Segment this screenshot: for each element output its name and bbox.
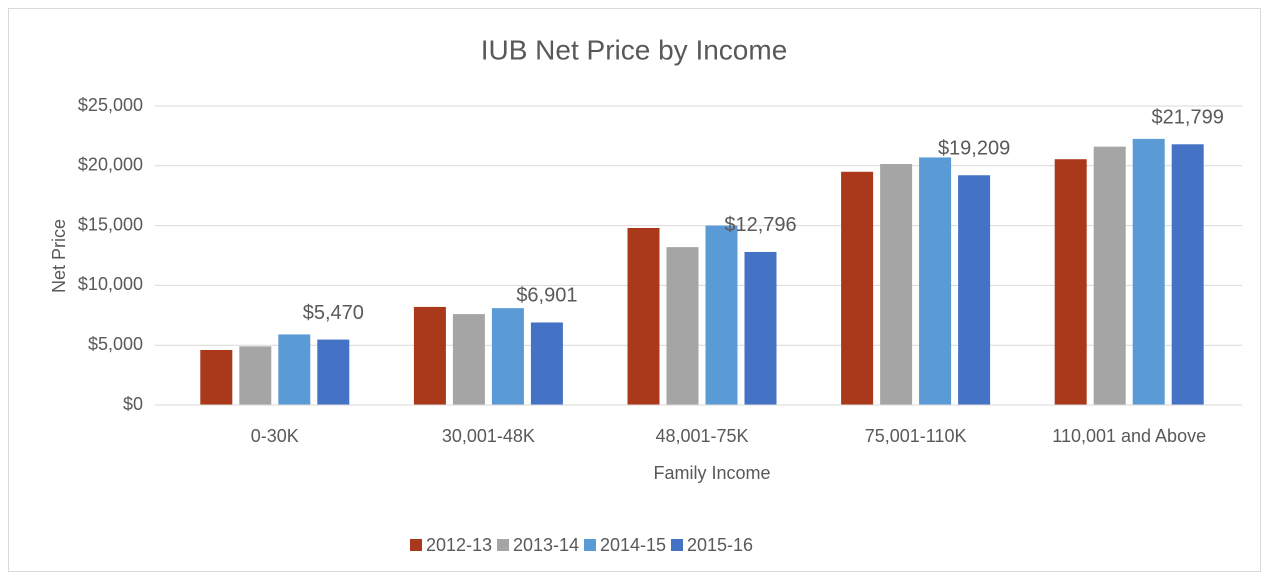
y-tick-label: $0 — [123, 394, 143, 414]
bar — [491, 308, 524, 405]
x-tick-label: 75,001-110K — [865, 426, 967, 446]
bar — [413, 306, 446, 405]
bar — [1093, 146, 1126, 405]
x-tick-label: 0-30K — [251, 426, 299, 446]
data-label: $12,796 — [724, 214, 796, 236]
bar — [666, 247, 699, 405]
x-tick-label: 48,001-75K — [655, 426, 748, 446]
chart-title: IUB Net Price by Income — [481, 34, 788, 65]
y-tick-label: $10,000 — [78, 274, 143, 294]
data-label: $5,470 — [303, 302, 364, 324]
bar — [958, 175, 991, 405]
legend-swatch — [497, 539, 509, 551]
y-tick-label: $5,000 — [88, 334, 143, 354]
x-tick-label: 110,001 and Above — [1052, 426, 1206, 446]
legend-label: 2015-16 — [687, 535, 753, 555]
legend-swatch — [410, 539, 422, 551]
legend-label: 2012-13 — [426, 535, 492, 555]
bar — [1171, 144, 1204, 405]
x-tick-label: 30,001-48K — [442, 426, 535, 446]
data-label: $21,799 — [1152, 107, 1224, 129]
bar — [744, 251, 777, 405]
bar — [627, 227, 660, 405]
y-axis-label: Net Price — [49, 219, 69, 293]
bar — [530, 322, 563, 405]
bar — [239, 346, 272, 405]
legend-swatch — [671, 539, 683, 551]
bar — [200, 349, 233, 405]
bar — [1054, 159, 1087, 405]
bar — [452, 314, 485, 405]
data-label: $19,209 — [938, 138, 1010, 160]
legend-swatch — [584, 539, 596, 551]
legend-label: 2014-15 — [600, 535, 666, 555]
bar — [317, 339, 350, 405]
bar — [841, 171, 874, 405]
legend-label: 2013-14 — [513, 535, 579, 555]
data-label: $6,901 — [516, 285, 577, 307]
y-tick-label: $15,000 — [78, 214, 143, 234]
y-tick-label: $20,000 — [78, 155, 143, 175]
bar — [880, 164, 913, 405]
x-axis-label: Family Income — [653, 463, 770, 483]
bar — [1132, 138, 1165, 405]
bar — [278, 334, 311, 405]
bar — [919, 157, 952, 405]
y-tick-label: $25,000 — [78, 95, 143, 115]
bar — [705, 225, 738, 405]
